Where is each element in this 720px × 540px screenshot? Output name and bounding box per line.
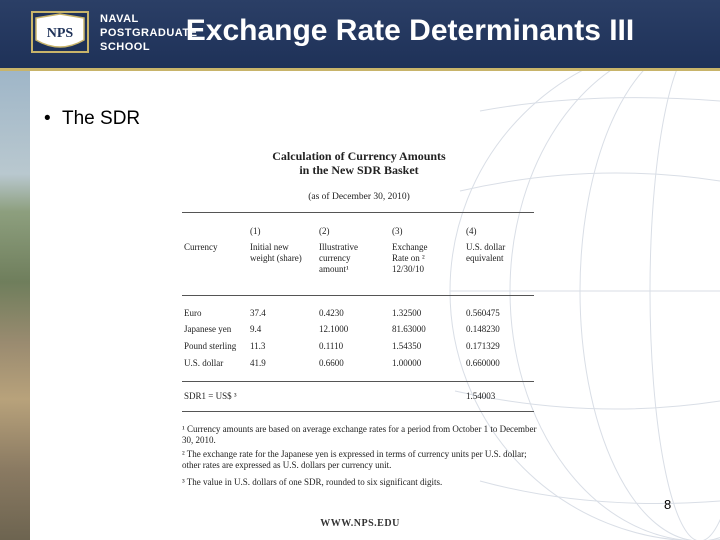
col-num: (3) [392,226,403,236]
col-num: (1) [250,226,261,236]
school-line: SCHOOL [100,41,151,53]
table-rule [182,381,534,382]
header-band [0,0,720,68]
table-title-line: Calculation of Currency Amounts [272,149,446,163]
col-header: Initial new weight (share) [250,242,302,263]
footer-url: WWW.NPS.EDU [320,518,400,529]
page-number: 8 [664,497,672,512]
footnote: ² The exchange rate for the Japanese yen… [182,449,527,470]
footnote: ³ The value in U.S. dollars of one SDR, … [182,477,443,487]
col-header: Illustrative currency amount¹ [319,242,358,274]
school-line: POSTGRADUATE [100,27,198,39]
table-rule [182,212,534,213]
nps-logo: NPS [31,11,89,53]
header-rule [0,68,720,71]
school-name: NAVAL POSTGRADUATE SCHOOL [100,12,197,54]
table-date: (as of December 30, 2010) [308,192,410,202]
total-label: SDR1 = US$ ³ [184,391,237,401]
school-line: NAVAL [100,13,139,25]
table-title-line: in the New SDR Basket [299,163,419,177]
bullet-item: • The SDR [44,108,140,130]
bullet-icon: • [44,108,51,129]
col-header: Exchange Rate on ² 12/30/10 [392,242,428,274]
sdr-table-image: Calculation of Currency Amounts in the N… [178,145,540,490]
globe-background [449,71,720,540]
col-num: (4) [466,226,477,236]
col-header: U.S. dollar equivalent [466,242,506,263]
logo-text: NPS [47,26,74,41]
slide-title: Exchange Rate Determinants III [185,14,635,47]
table-rule [182,295,534,296]
footnote: ¹ Currency amounts are based on average … [182,424,537,445]
col-num: (2) [319,226,330,236]
total-value: 1.54003 [466,391,496,401]
col-header: Currency [184,242,218,252]
bullet-text: The SDR [62,108,141,129]
table-rule [182,411,534,412]
campus-photo [0,71,30,540]
table-title: Calculation of Currency Amounts in the N… [178,149,540,177]
